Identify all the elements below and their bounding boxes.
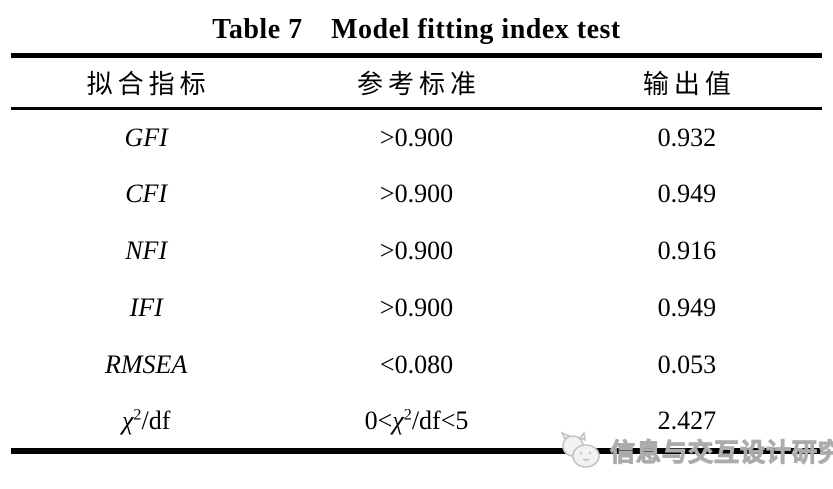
chi-symbol: χ <box>392 405 404 435</box>
table-row: RMSEA <0.080 0.053 <box>11 337 822 394</box>
watermark-text: 信息与交互设计研究所 <box>609 439 833 468</box>
cell-fit-index: IFI <box>129 293 163 322</box>
df-label: /df <box>141 405 171 435</box>
cell-output: 0.949 <box>657 179 717 208</box>
column-header-fit-index: 拟合指标 <box>86 70 211 99</box>
cell-reference: >0.900 <box>379 122 454 152</box>
column-header-reference-standard: 参考标准 <box>356 70 481 99</box>
cell-output: 0.932 <box>657 122 717 152</box>
cell-reference: >0.900 <box>379 236 454 265</box>
cell-fit-index: GFI <box>124 122 168 152</box>
cell-reference: >0.900 <box>379 179 454 208</box>
cell-fit-index: NFI <box>125 236 168 265</box>
cell-fit-index: RMSEA <box>105 350 188 379</box>
chi-symbol: χ <box>121 405 134 435</box>
table-row: NFI >0.900 0.916 <box>11 223 822 280</box>
cell-reference: >0.900 <box>379 293 454 322</box>
watermark: 信息与交互设计研究所 <box>556 429 833 473</box>
table-title: Table 7 Model fitting index test <box>212 14 621 45</box>
cell-output: 2.427 <box>657 405 717 435</box>
reference-suffix: /df<5 <box>411 405 469 435</box>
column-header-output-value: 输出值 <box>642 70 736 99</box>
table-header-row: 拟合指标 参考标准 输出值 <box>11 56 822 109</box>
cell-fit-index: CFI <box>125 179 168 208</box>
reference-prefix: 0< <box>364 405 393 435</box>
cell-fit-index-chi-squared: χ2/df <box>11 394 281 451</box>
institute-logo-icon <box>560 431 600 468</box>
table-row: χ2/df 0<χ2/df<5 2.427 <box>11 394 822 451</box>
cell-reference-chi-squared: 0<χ2/df<5 <box>281 394 551 451</box>
chi-superscript: 2 <box>133 405 142 423</box>
table-row: CFI >0.900 0.949 <box>11 166 822 223</box>
cell-reference: <0.080 <box>379 350 454 379</box>
table-row: IFI >0.900 0.949 <box>11 280 822 337</box>
chi-superscript: 2 <box>403 405 412 423</box>
table-row: GFI >0.900 0.932 <box>11 109 822 166</box>
cell-output: 0.949 <box>657 293 717 322</box>
cell-output: 0.916 <box>657 236 717 265</box>
model-fitting-index-table: 拟合指标 参考标准 输出值 GFI >0.900 0.932 CFI >0.90… <box>11 53 822 454</box>
cell-output: 0.053 <box>657 350 717 379</box>
